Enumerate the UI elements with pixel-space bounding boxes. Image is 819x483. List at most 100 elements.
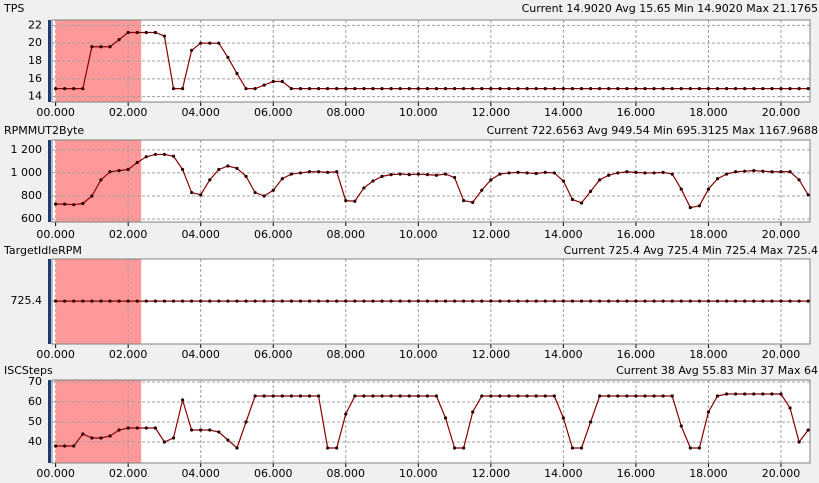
axis-bar <box>48 380 51 463</box>
data-point <box>489 178 493 182</box>
data-point <box>570 87 575 91</box>
data-point <box>779 170 783 174</box>
data-point <box>208 299 212 303</box>
data-point <box>262 83 266 87</box>
data-point <box>543 394 547 398</box>
data-point <box>99 436 103 440</box>
data-point <box>171 87 176 91</box>
data-point <box>652 299 656 303</box>
axis-bar <box>48 259 51 344</box>
data-point <box>162 34 167 38</box>
data-point <box>253 190 257 195</box>
data-point <box>289 172 293 176</box>
data-point <box>697 446 701 450</box>
data-point <box>90 194 94 198</box>
data-point <box>244 174 248 178</box>
data-point <box>63 202 67 206</box>
x-tick-label: 12.000 <box>472 228 511 241</box>
data-point <box>579 87 584 91</box>
data-point <box>389 173 393 177</box>
x-tick-label: 00.000 <box>36 348 75 361</box>
plot-area <box>52 20 810 102</box>
panel-title: TargetIdleRPM <box>3 244 82 257</box>
data-point <box>135 299 139 303</box>
x-tick-label: 10.000 <box>399 228 438 241</box>
data-point <box>715 177 720 181</box>
data-point <box>625 170 629 174</box>
data-point <box>253 299 257 303</box>
data-point <box>171 299 176 303</box>
data-point <box>743 169 747 173</box>
x-tick-label: 02.000 <box>109 106 148 119</box>
data-point <box>806 428 810 432</box>
data-point <box>588 420 593 424</box>
plot-border <box>51 379 811 464</box>
data-point <box>226 55 230 60</box>
data-point <box>226 299 230 303</box>
data-point <box>525 87 529 91</box>
data-point <box>434 394 439 398</box>
x-tick-label: 14.000 <box>544 106 583 119</box>
panel-title: ISCSteps <box>4 364 53 377</box>
y-tick-label: 16 <box>28 72 42 85</box>
data-point <box>525 171 529 175</box>
data-point <box>99 45 103 49</box>
x-tick-label: 08.000 <box>327 106 366 119</box>
data-point <box>335 446 339 450</box>
data-point <box>226 164 230 168</box>
x-tick-label: 14.000 <box>544 348 583 361</box>
data-point <box>761 169 765 173</box>
data-point <box>779 299 783 303</box>
data-point <box>235 166 239 170</box>
data-point <box>788 299 792 303</box>
data-point <box>353 394 357 398</box>
data-point <box>462 446 466 450</box>
data-point <box>289 394 293 398</box>
data-point <box>797 440 801 444</box>
data-point <box>543 87 547 91</box>
data-point <box>226 438 230 442</box>
data-point <box>534 171 538 176</box>
data-point <box>634 299 638 303</box>
data-point <box>108 434 112 438</box>
data-point <box>144 155 148 159</box>
data-point <box>443 87 448 91</box>
y-tick-label: 1 200 <box>11 143 43 156</box>
x-tick-label: 16.000 <box>617 348 656 361</box>
data-point <box>407 173 411 177</box>
x-tick-label: 16.000 <box>617 106 656 119</box>
data-point <box>208 41 212 45</box>
data-point <box>561 87 565 91</box>
data-point <box>443 172 448 176</box>
data-point <box>117 169 121 173</box>
data-point <box>280 299 284 303</box>
x-tick-label: 10.000 <box>399 348 438 361</box>
data-point <box>144 30 148 35</box>
data-point <box>180 167 185 172</box>
data-point <box>652 394 656 398</box>
data-point <box>752 169 756 173</box>
data-point <box>715 87 720 91</box>
data-point <box>316 299 321 303</box>
data-point <box>706 410 711 414</box>
data-point <box>180 398 185 402</box>
data-point <box>108 170 112 174</box>
panel-stats: Current 725.4 Avg 725.4 Min 725.4 Max 72… <box>564 244 818 257</box>
data-point <box>416 87 420 91</box>
panel-title: TPS <box>3 2 24 15</box>
data-point <box>607 394 611 398</box>
data-point <box>480 188 484 192</box>
data-point <box>90 436 94 440</box>
data-point <box>752 392 756 396</box>
data-point <box>353 299 357 303</box>
data-point <box>724 87 729 91</box>
data-point <box>416 299 420 303</box>
x-tick-label: 14.000 <box>544 228 583 241</box>
data-point <box>81 432 85 436</box>
data-point <box>389 394 393 398</box>
data-point <box>625 394 629 398</box>
y-tick-label: 800 <box>21 189 42 202</box>
data-point <box>289 87 293 91</box>
data-point <box>670 172 674 176</box>
data-point <box>362 394 366 398</box>
